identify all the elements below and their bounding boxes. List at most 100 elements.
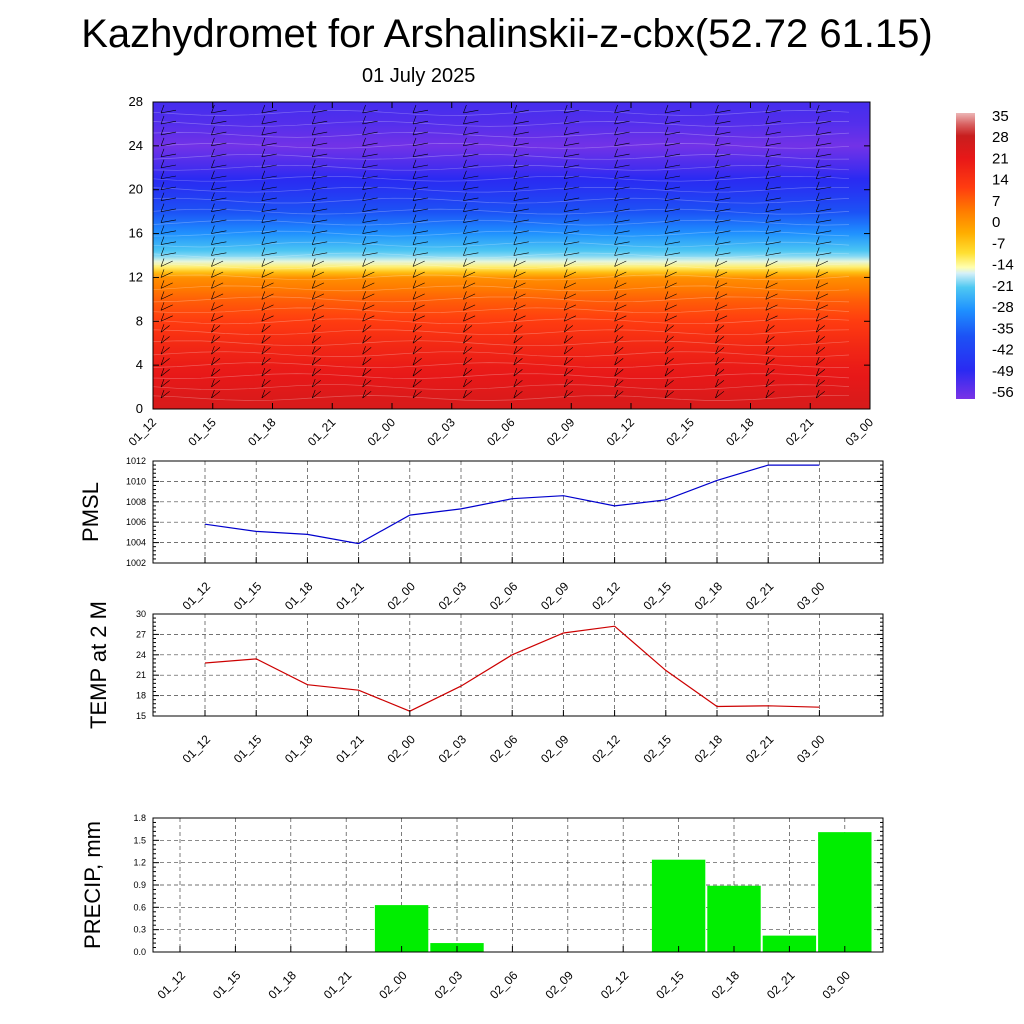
- wind-barb: [160, 181, 177, 191]
- wind-barb: [815, 357, 825, 366]
- wind-barb: [563, 203, 580, 212]
- wind-barb: [311, 148, 328, 158]
- temperature-contour: [153, 143, 850, 149]
- wind-barb: [664, 137, 681, 147]
- wind-barb: [160, 148, 177, 158]
- wind-barb: [211, 378, 221, 388]
- wind-barb: [614, 313, 627, 322]
- colorbar-label: -28: [992, 299, 1014, 316]
- wind-barb: [765, 137, 781, 147]
- y-tick-label: 15: [136, 711, 146, 721]
- x-tick-label: 02_18: [723, 415, 757, 449]
- wind-barb: [664, 247, 681, 256]
- wind-barb: [211, 335, 221, 344]
- wind-barb: [160, 225, 177, 234]
- wind-barb: [211, 258, 224, 267]
- wind-barb: [211, 302, 224, 311]
- wind-barb: [261, 181, 277, 191]
- wind-barb: [160, 104, 177, 114]
- wind-barb: [815, 148, 832, 158]
- temperature-contour: [153, 121, 850, 127]
- wind-barb: [563, 280, 577, 289]
- wind-barb: [160, 280, 173, 289]
- wind-barb: [412, 247, 429, 256]
- wind-barb: [261, 247, 277, 256]
- wind-barb: [362, 181, 378, 191]
- wind-barb: [563, 368, 573, 377]
- y-tick-label: 0.0: [133, 947, 146, 957]
- heatmap-overlays: [153, 104, 850, 401]
- y-tick-label: 1.2: [133, 858, 146, 868]
- wind-barb: [765, 269, 778, 278]
- wind-barb: [160, 159, 177, 169]
- wind-barb: [715, 192, 731, 201]
- y-tick-label: 0.3: [133, 925, 146, 935]
- wind-barb: [765, 357, 775, 366]
- wind-barb: [815, 225, 832, 234]
- wind-barb: [362, 324, 372, 333]
- wind-barb: [362, 126, 378, 136]
- temperature-contour: [153, 175, 850, 182]
- wind-barb: [815, 192, 832, 201]
- wind-barb: [160, 170, 177, 180]
- wind-barb: [311, 280, 325, 289]
- wind-barb: [664, 269, 677, 278]
- wind-barb: [563, 181, 580, 191]
- wind-barb: [815, 170, 832, 180]
- wind-barb: [815, 335, 825, 344]
- wind-barb: [765, 236, 781, 245]
- wind-barb: [563, 291, 577, 300]
- wind-barb: [412, 104, 429, 114]
- wind-barb: [311, 203, 328, 212]
- wind-barb: [211, 115, 227, 125]
- precip-bar: [374, 905, 429, 952]
- wind-barb: [614, 280, 627, 289]
- wind-barb: [563, 115, 580, 125]
- wind-barb: [412, 302, 425, 311]
- wind-barb: [765, 324, 775, 333]
- wind-barb: [463, 269, 476, 278]
- wind-barb: [463, 346, 473, 355]
- wind-barb: [513, 389, 523, 399]
- wind-barb: [765, 126, 781, 136]
- wind-barb: [715, 159, 731, 169]
- wind-barb: [715, 378, 725, 388]
- wind-barb: [715, 170, 731, 180]
- wind-barb: [412, 291, 425, 300]
- wind-barb: [362, 389, 372, 399]
- y-tick-label: 20: [129, 182, 143, 197]
- wind-barb: [362, 313, 375, 322]
- x-tick-label: 02_21: [743, 732, 777, 766]
- wind-barb: [311, 313, 325, 322]
- x-tick-label: 02_03: [432, 968, 466, 1002]
- wind-barb: [664, 378, 674, 388]
- wind-barb: [513, 247, 529, 256]
- colorbar-label: -7: [992, 235, 1005, 252]
- x-tick-label: 02_15: [640, 579, 674, 613]
- wind-barb: [311, 291, 325, 300]
- wind-barb: [815, 313, 829, 322]
- wind-barb: [715, 181, 731, 191]
- wind-barb: [412, 378, 422, 388]
- wind-barb: [614, 181, 630, 191]
- wind-barb: [664, 214, 681, 223]
- wind-barb: [563, 247, 580, 256]
- wind-barb: [160, 192, 177, 201]
- wind-barb: [715, 115, 731, 125]
- wind-barb: [211, 291, 224, 300]
- wind-barb: [311, 192, 328, 201]
- wind-barb: [211, 269, 224, 278]
- wind-barb: [412, 192, 429, 201]
- wind-barb: [614, 159, 630, 169]
- wind-barb: [614, 203, 630, 212]
- wind-barb: [412, 170, 429, 180]
- wind-barb: [261, 302, 274, 311]
- wind-barb: [261, 225, 277, 234]
- wind-barb: [311, 324, 321, 333]
- wind-barb: [311, 115, 328, 125]
- wind-barb: [614, 148, 630, 158]
- wind-barb: [160, 302, 173, 311]
- wind-barb: [765, 225, 781, 234]
- wind-barb: [261, 148, 277, 158]
